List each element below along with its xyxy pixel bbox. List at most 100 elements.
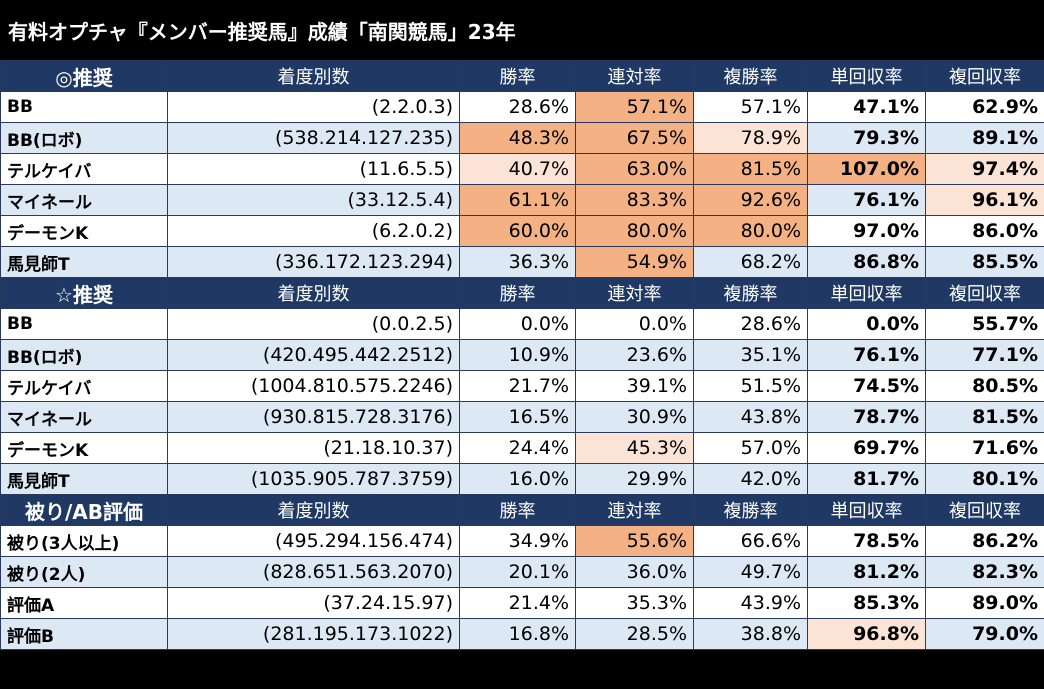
table-row: 馬見師T (336.172.123.294) 36.3% 54.9% 68.2% 86.8… (0, 246, 1044, 278)
win-rate-cell: 16.0% (459, 463, 576, 495)
win-return-cell: 78.5% (807, 525, 926, 557)
win-rate-cell: 40.7% (459, 153, 576, 185)
section-label: 被り/AB評価 (0, 494, 168, 526)
place-return-cell: 71.6% (925, 432, 1044, 464)
row-name: 被り(2人) (0, 556, 168, 588)
table-row: デーモンK (6.2.0.2) 60.0% 80.0% 80.0% 97.0% 86.0% (0, 215, 1044, 247)
win-return-cell: 97.0% (807, 215, 926, 247)
section-header-row: ◎推奨 着度別数 勝率 連対率 複勝率 単回収率 複回収率 (0, 60, 1044, 92)
win-rate-cell: 60.0% (459, 215, 576, 247)
place3-rate-cell: 57.1% (693, 91, 808, 123)
win-rate-cell: 16.8% (459, 618, 576, 650)
table-row: マイネール (33.12.5.4) 61.1% 83.3% 92.6% 76.1% 96.1… (0, 184, 1044, 216)
win-rate-cell: 0.0% (459, 308, 576, 340)
table-row: デーモンK (21.18.10.37) 24.4% 45.3% 57.0% 69.7% 71… (0, 432, 1044, 464)
table-row: 被り(2人) (828.651.563.2070) 20.1% 36.0% 49.7% 8… (0, 556, 1044, 588)
place3-rate-cell: 92.6% (693, 184, 808, 216)
counts-cell: (495.294.156.474) (167, 525, 460, 557)
place2-rate-cell: 83.3% (575, 184, 694, 216)
table-row: マイネール (930.815.728.3176) 16.5% 30.9% 43.8% 78… (0, 401, 1044, 433)
place2-rate-cell: 55.6% (575, 525, 694, 557)
win-rate-cell: 34.9% (459, 525, 576, 557)
table-row: BB (2.2.0.3) 28.6% 57.1% 57.1% 47.1% 62.9% (0, 91, 1044, 123)
table-row: BB(ロボ) (538.214.127.235) 48.3% 67.5% 78.9% 79… (0, 122, 1044, 154)
place-return-cell: 77.1% (925, 339, 1044, 371)
column-header: 着度別数 (167, 60, 460, 92)
table-row: BB (0.0.2.5) 0.0% 0.0% 28.6% 0.0% 55.7% (0, 308, 1044, 340)
counts-cell: (281.195.173.1022) (167, 618, 460, 650)
column-header: 勝率 (459, 494, 576, 526)
place3-rate-cell: 38.8% (693, 618, 808, 650)
place2-rate-cell: 0.0% (575, 308, 694, 340)
win-rate-cell: 61.1% (459, 184, 576, 216)
table-row: 評価B (281.195.173.1022) 16.8% 28.5% 38.8% 96.8… (0, 618, 1044, 650)
place3-rate-cell: 43.9% (693, 587, 808, 619)
column-header: 勝率 (459, 277, 576, 309)
place3-rate-cell: 68.2% (693, 246, 808, 278)
win-return-cell: 96.8% (807, 618, 926, 650)
row-name: 評価B (0, 618, 168, 650)
place-return-cell: 80.5% (925, 370, 1044, 402)
win-return-cell: 78.7% (807, 401, 926, 433)
place-return-cell: 89.1% (925, 122, 1044, 154)
column-header: 単回収率 (807, 277, 926, 309)
place3-rate-cell: 49.7% (693, 556, 808, 588)
counts-cell: (538.214.127.235) (167, 122, 460, 154)
place2-rate-cell: 30.9% (575, 401, 694, 433)
win-return-cell: 0.0% (807, 308, 926, 340)
row-name: BB (0, 91, 168, 123)
place3-rate-cell: 78.9% (693, 122, 808, 154)
counts-cell: (37.24.15.97) (167, 587, 460, 619)
column-header: 勝率 (459, 60, 576, 92)
column-header: 単回収率 (807, 60, 926, 92)
row-name: 評価A (0, 587, 168, 619)
column-header: 複回収率 (925, 494, 1044, 526)
column-header: 単回収率 (807, 494, 926, 526)
section-label: ◎推奨 (0, 60, 168, 92)
place-return-cell: 86.2% (925, 525, 1044, 557)
table-row: BB(ロボ) (420.495.442.2512) 10.9% 23.6% 35.1% 7… (0, 339, 1044, 371)
place3-rate-cell: 80.0% (693, 215, 808, 247)
counts-cell: (2.2.0.3) (167, 91, 460, 123)
place3-rate-cell: 81.5% (693, 153, 808, 185)
row-name: BB (0, 308, 168, 340)
place2-rate-cell: 36.0% (575, 556, 694, 588)
win-rate-cell: 20.1% (459, 556, 576, 588)
win-rate-cell: 48.3% (459, 122, 576, 154)
table-row: 馬見師T (1035.905.787.3759) 16.0% 29.9% 42.0% 81… (0, 463, 1044, 495)
place2-rate-cell: 67.5% (575, 122, 694, 154)
column-header: 着度別数 (167, 494, 460, 526)
win-rate-cell: 21.4% (459, 587, 576, 619)
place2-rate-cell: 35.3% (575, 587, 694, 619)
row-name: マイネール (0, 184, 168, 216)
win-return-cell: 76.1% (807, 184, 926, 216)
column-header: 着度別数 (167, 277, 460, 309)
row-name: テルケイバ (0, 370, 168, 402)
win-return-cell: 107.0% (807, 153, 926, 185)
column-header: 連対率 (575, 277, 694, 309)
row-name: 被り(3人以上) (0, 525, 168, 557)
row-name: 馬見師T (0, 463, 168, 495)
table-row: 被り(3人以上) (495.294.156.474) 34.9% 55.6% 66.6%… (0, 525, 1044, 557)
column-header: 複勝率 (693, 60, 808, 92)
row-name: BB(ロボ) (0, 122, 168, 154)
column-header: 複回収率 (925, 60, 1044, 92)
place2-rate-cell: 39.1% (575, 370, 694, 402)
counts-cell: (33.12.5.4) (167, 184, 460, 216)
place2-rate-cell: 63.0% (575, 153, 694, 185)
win-rate-cell: 24.4% (459, 432, 576, 464)
win-return-cell: 86.8% (807, 246, 926, 278)
win-rate-cell: 21.7% (459, 370, 576, 402)
place-return-cell: 85.5% (925, 246, 1044, 278)
place-return-cell: 97.4% (925, 153, 1044, 185)
row-name: マイネール (0, 401, 168, 433)
results-table: ◎推奨 着度別数 勝率 連対率 複勝率 単回収率 複回収率 BB (2.2.0.3) 28.6% 5… (0, 60, 1044, 650)
place3-rate-cell: 28.6% (693, 308, 808, 340)
place-return-cell: 96.1% (925, 184, 1044, 216)
place3-rate-cell: 51.5% (693, 370, 808, 402)
section-label: ☆推奨 (0, 277, 168, 309)
place2-rate-cell: 57.1% (575, 91, 694, 123)
counts-cell: (1004.810.575.2246) (167, 370, 460, 402)
counts-cell: (336.172.123.294) (167, 246, 460, 278)
win-return-cell: 85.3% (807, 587, 926, 619)
